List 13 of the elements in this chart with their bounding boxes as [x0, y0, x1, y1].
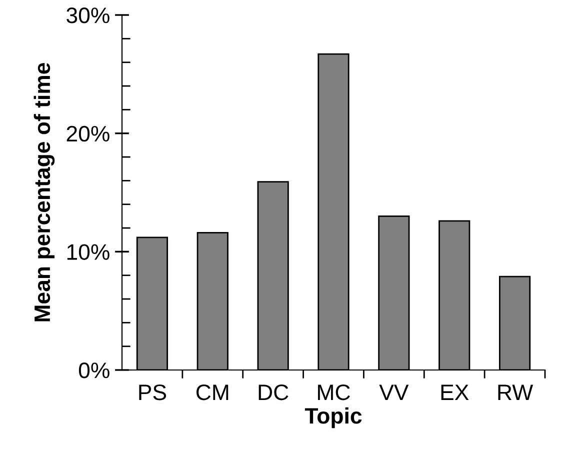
y-tick-label: 30%	[66, 8, 110, 24]
x-tick-label: VV	[379, 384, 409, 400]
x-tick-label: DC	[258, 384, 288, 400]
x-tick-label: MC	[318, 384, 350, 400]
y-tick-label: 0%	[78, 362, 110, 378]
x-axis-title: Topic	[304, 407, 362, 428]
x-tick-label: EX	[441, 384, 469, 400]
y-axis-title: Mean percentage of time	[34, 62, 55, 322]
x-tick-label: RW	[498, 384, 534, 400]
x-tick-label: PS	[139, 384, 166, 400]
y-tick-label: 10%	[67, 244, 110, 260]
x-tick-label: CM	[196, 384, 228, 400]
y-tick-label: 20%	[66, 126, 110, 142]
